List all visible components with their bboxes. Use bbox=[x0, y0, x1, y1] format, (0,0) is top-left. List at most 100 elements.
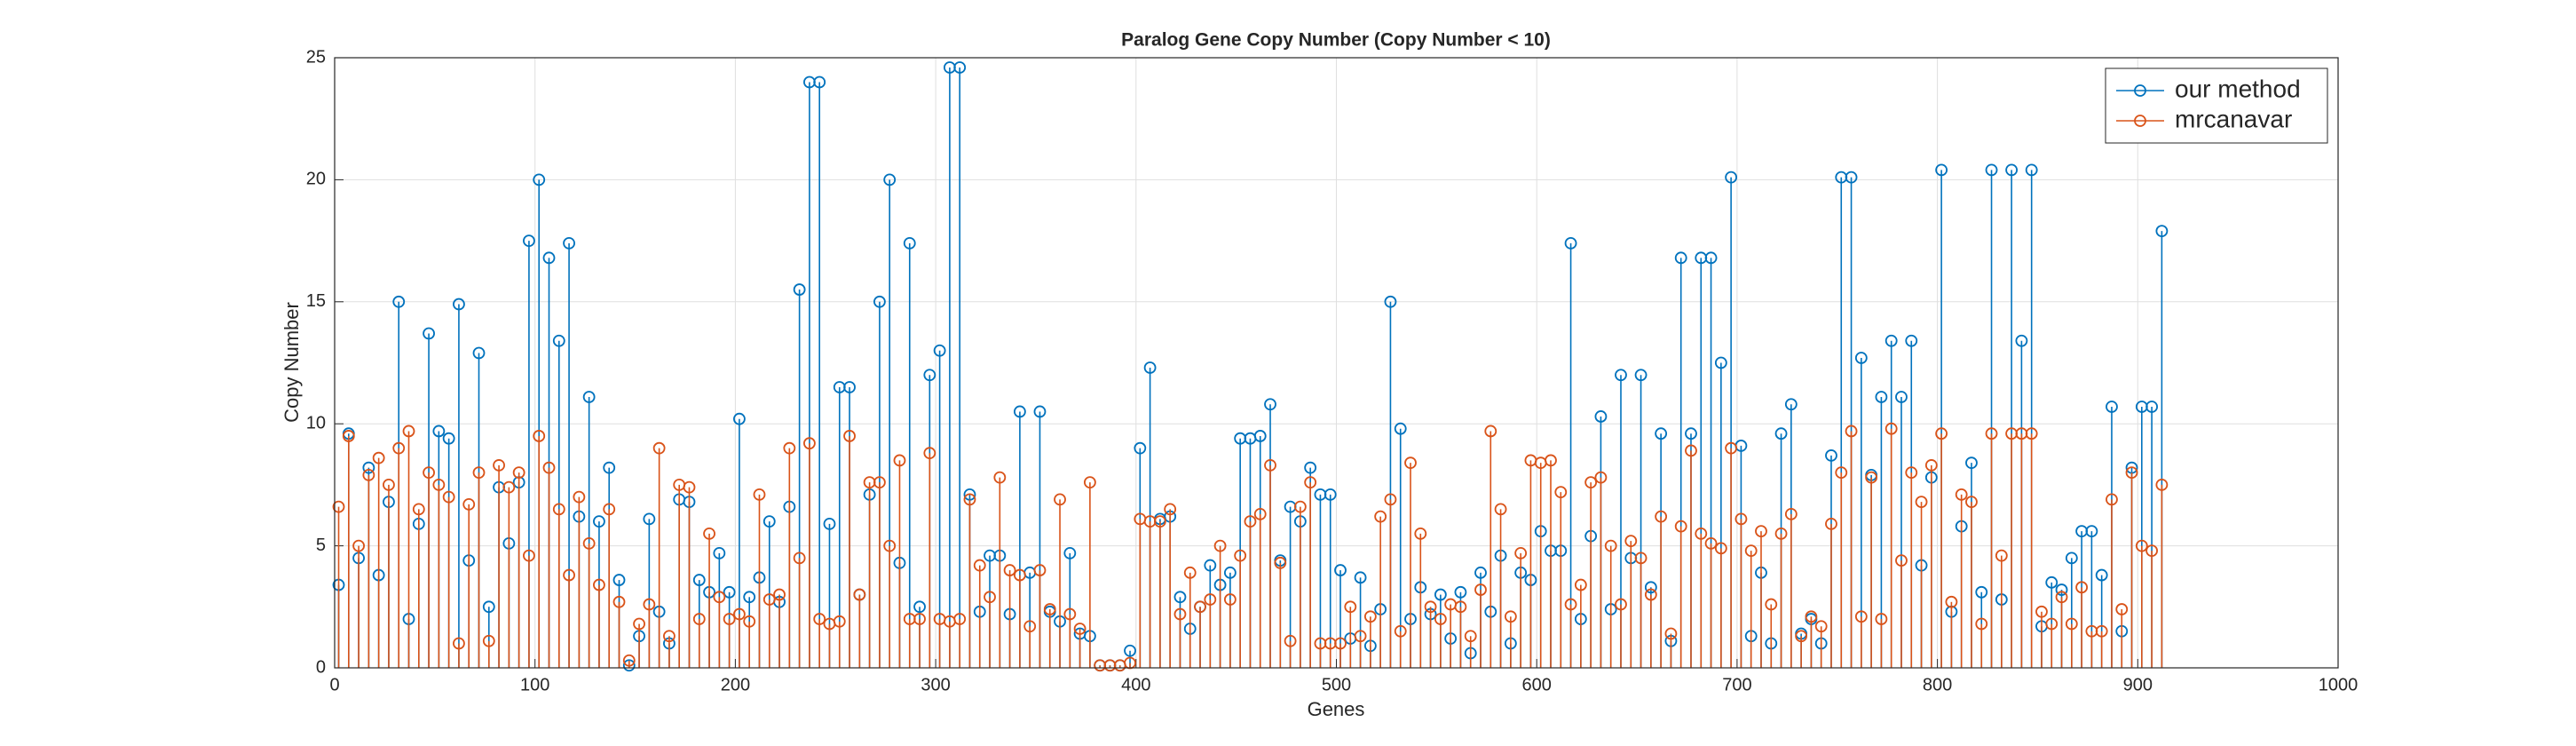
stem-marker bbox=[1674, 520, 1687, 533]
stem-marker bbox=[1624, 535, 1638, 548]
stem-marker bbox=[482, 634, 495, 647]
stem-marker bbox=[362, 461, 375, 474]
stem-marker bbox=[1454, 600, 1467, 614]
stem-marker bbox=[1083, 476, 1096, 489]
stem-marker bbox=[2015, 334, 2028, 347]
stem-marker bbox=[913, 613, 926, 625]
stem-marker bbox=[472, 346, 486, 360]
stem-marker bbox=[1774, 527, 1788, 540]
stem-marker bbox=[622, 659, 636, 672]
stem-marker bbox=[923, 369, 936, 382]
stem-marker bbox=[2035, 605, 2048, 618]
stem-marker bbox=[552, 334, 565, 347]
stem-marker bbox=[1434, 613, 1447, 625]
stem-marker bbox=[2155, 225, 2169, 238]
stem-marker bbox=[1033, 564, 1047, 576]
stem-marker bbox=[1213, 539, 1227, 552]
stem-marker bbox=[1173, 607, 1187, 621]
stem-marker bbox=[663, 630, 676, 643]
stem-marker bbox=[1574, 578, 1587, 591]
x-tick-label: 200 bbox=[721, 675, 750, 694]
stem-marker bbox=[793, 283, 806, 296]
stem-marker bbox=[1464, 630, 1477, 643]
stem-marker bbox=[723, 613, 736, 625]
stem-marker bbox=[1284, 634, 1297, 647]
stem-marker bbox=[1494, 503, 1507, 516]
stem-marker bbox=[593, 515, 605, 528]
stem-marker bbox=[993, 471, 1007, 484]
stem-marker bbox=[773, 588, 786, 601]
stem-marker bbox=[1384, 295, 1397, 308]
stem-marker bbox=[502, 480, 516, 494]
stem-marker bbox=[1073, 623, 1087, 635]
stem-marker bbox=[1905, 466, 1918, 480]
stem-marker bbox=[612, 595, 626, 608]
stem-marker bbox=[883, 173, 897, 186]
stem-marker bbox=[903, 236, 916, 250]
stem-marker bbox=[1253, 430, 1267, 442]
stem-marker bbox=[2075, 581, 2089, 594]
stem-marker bbox=[442, 490, 455, 504]
stem-marker bbox=[1985, 163, 1998, 177]
stem-marker bbox=[733, 607, 746, 621]
stem-marker bbox=[2025, 163, 2038, 177]
stem-marker bbox=[1854, 610, 1868, 623]
stem-marker bbox=[1304, 476, 1317, 489]
y-tick-label: 5 bbox=[316, 536, 326, 555]
stem-marker bbox=[423, 466, 435, 480]
stem-marker bbox=[1845, 425, 1858, 438]
stem-marker bbox=[873, 295, 886, 308]
stem-marker bbox=[1164, 503, 1177, 516]
stem-marker bbox=[1995, 549, 2008, 562]
stem-marker bbox=[1865, 471, 1878, 484]
stem-marker bbox=[542, 251, 556, 265]
stem-marker bbox=[352, 539, 365, 552]
x-tick-label: 0 bbox=[329, 675, 339, 694]
stem-marker bbox=[1564, 598, 1577, 611]
x-tick-label: 300 bbox=[921, 675, 950, 694]
stem-marker bbox=[2055, 591, 2068, 604]
stem-marker bbox=[1414, 527, 1427, 540]
stem-marker bbox=[1354, 571, 1367, 584]
x-tick-label: 600 bbox=[1522, 675, 1552, 694]
stem-marker bbox=[1615, 598, 1627, 611]
stem-marker bbox=[1033, 405, 1047, 418]
stem-marker bbox=[582, 391, 596, 403]
stem-marker bbox=[453, 298, 465, 311]
stem-marker bbox=[1424, 600, 1437, 614]
stem-marker bbox=[833, 615, 846, 628]
stem-marker bbox=[1965, 456, 1978, 470]
series bbox=[332, 422, 2169, 672]
legend-marker bbox=[2134, 84, 2146, 97]
stem-marker bbox=[1905, 334, 1918, 347]
stem-marker bbox=[1554, 486, 1568, 499]
stem-marker bbox=[703, 527, 715, 540]
x-tick-label: 700 bbox=[1722, 675, 1751, 694]
stem-marker bbox=[1784, 507, 1798, 520]
stem-marker bbox=[1814, 620, 1828, 633]
stem-marker bbox=[1354, 630, 1367, 643]
stem-marker bbox=[1584, 476, 1598, 489]
stem-marker bbox=[1784, 398, 1798, 411]
axes-box bbox=[334, 57, 2339, 669]
stem-marker bbox=[2065, 552, 2078, 565]
stem-marker bbox=[1644, 581, 1657, 594]
stem-marker bbox=[853, 588, 866, 601]
stem-marker bbox=[2106, 493, 2118, 506]
stem-marker bbox=[933, 344, 946, 357]
stem-marker bbox=[1054, 493, 1066, 506]
stem-marker bbox=[1063, 546, 1077, 560]
stem-marker bbox=[1143, 361, 1157, 374]
stem-marker bbox=[1955, 488, 1968, 501]
stem-marker bbox=[1173, 591, 1187, 604]
stem-marker bbox=[2025, 427, 2038, 440]
stem-marker bbox=[843, 430, 856, 442]
stem-marker bbox=[1545, 454, 1557, 467]
legend-marker bbox=[2134, 115, 2146, 127]
stem-marker bbox=[1915, 496, 1928, 509]
stem-marker bbox=[1394, 624, 1407, 638]
chart-title: Paralog Gene Copy Number (Copy Number < … bbox=[1121, 30, 1551, 51]
stem-marker bbox=[2045, 575, 2058, 589]
stem-marker bbox=[342, 430, 355, 442]
stem-marker bbox=[1835, 466, 1848, 480]
